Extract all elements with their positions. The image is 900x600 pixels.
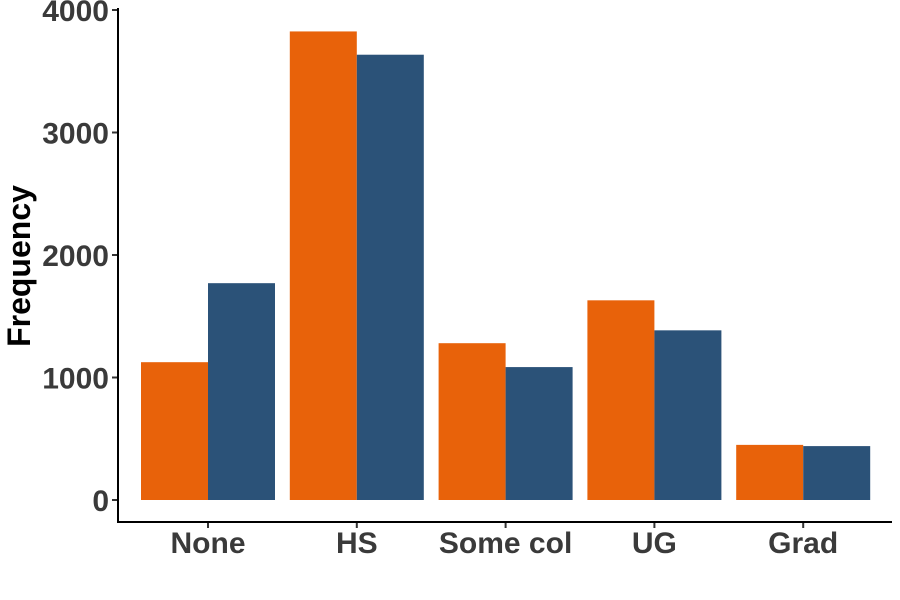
bar-ug-series-1 xyxy=(587,300,655,500)
y-tick-label: 4000 xyxy=(42,0,109,28)
bar-grad-series-1 xyxy=(736,444,804,500)
x-tick-label: Some col xyxy=(439,527,572,560)
bar-none-series-2 xyxy=(208,283,275,500)
y-axis-ticks: 0 1000 2000 3000 4000 xyxy=(42,0,118,518)
bar-hs-series-1 xyxy=(289,31,357,500)
bar-some-col-series-2 xyxy=(505,367,573,500)
y-tick-label: 2000 xyxy=(42,240,109,273)
y-axis-title: Frequency xyxy=(1,185,37,347)
y-tick-label: 3000 xyxy=(42,118,109,151)
x-tick-label: UG xyxy=(632,527,677,560)
bar-ug-series-2 xyxy=(654,330,722,500)
x-axis-ticks: None HS Some col UG Grad xyxy=(171,522,838,560)
bar-hs-series-2 xyxy=(356,54,424,501)
y-tick-label: 0 xyxy=(92,485,109,518)
x-tick-label: Grad xyxy=(768,527,838,560)
y-tick-label: 1000 xyxy=(42,363,109,396)
bar-some-col-series-1 xyxy=(438,343,506,500)
bar-grad-series-2 xyxy=(803,446,871,500)
x-tick-label: HS xyxy=(336,527,378,560)
bar-none-series-1 xyxy=(141,362,208,500)
bars-group xyxy=(141,31,871,501)
x-tick-label: None xyxy=(171,527,246,560)
